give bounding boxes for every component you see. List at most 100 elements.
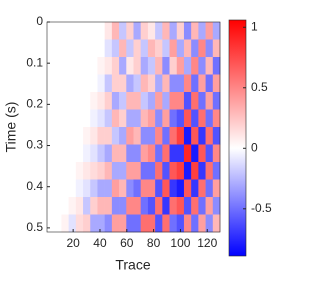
heatmap-cell [183, 144, 192, 163]
heatmap-cell [47, 197, 55, 215]
heatmap-cell [104, 109, 113, 128]
heatmap-cell [47, 127, 55, 145]
heatmap-cell [126, 162, 134, 180]
heatmap-cell [54, 197, 62, 215]
heatmap-cell [183, 109, 192, 128]
heatmap-cell [75, 144, 84, 163]
heatmap-cell [183, 162, 192, 180]
heatmap-cell [104, 57, 113, 75]
heatmap-cell [176, 57, 185, 75]
heatmap-cell [119, 214, 127, 233]
heatmap-cell [47, 109, 55, 128]
heatmap-cell [155, 127, 163, 145]
heatmap-cell [191, 109, 199, 128]
heatmap-cell [155, 214, 163, 233]
heatmap-cell [133, 39, 142, 58]
colorbar-tick-label: -0.5 [251, 201, 272, 215]
heatmap-cell [104, 144, 113, 163]
heatmap-cell [111, 179, 120, 198]
heatmap-cell [68, 22, 77, 40]
heatmap-cell [54, 74, 62, 93]
heatmap-cell [140, 179, 149, 198]
heatmap-cell [104, 74, 113, 93]
heatmap-cell [162, 197, 170, 215]
heatmap-cell [61, 74, 69, 93]
heatmap-cell [90, 109, 98, 128]
heatmap-cell [162, 22, 170, 40]
heatmap-cell [147, 162, 156, 180]
heatmap-cell [133, 162, 142, 180]
heatmap-cell [68, 127, 77, 145]
heatmap-cell [68, 92, 77, 110]
heatmap-cell [155, 197, 163, 215]
heatmap-cell [83, 179, 91, 198]
heatmap-cell [90, 144, 98, 163]
heatmap-cell [183, 57, 192, 75]
heatmap-cell [90, 57, 98, 75]
heatmap-cell [133, 127, 142, 145]
heatmap-cell [119, 22, 127, 40]
heatmap-cell [111, 92, 120, 110]
y-tick-label: 0.4 [26, 179, 43, 193]
heatmap-cell [68, 144, 77, 163]
heatmap-cell [126, 197, 134, 215]
heatmap-cell [104, 127, 113, 145]
plot-area [47, 22, 221, 233]
heatmap-cell [183, 179, 192, 198]
colorbar-tick-label: 1 [251, 19, 258, 33]
heatmap-cell [68, 179, 77, 198]
heatmap-cell [147, 197, 156, 215]
heatmap-cell [111, 22, 120, 40]
heatmap-cell [169, 39, 178, 58]
heatmap-cell [212, 74, 221, 93]
heatmap-cell [61, 127, 69, 145]
heatmap-cell [97, 57, 105, 75]
heatmap-cell [183, 74, 192, 93]
heatmap-cell [147, 109, 156, 128]
heatmap-cell [212, 109, 221, 128]
heatmap-cell [104, 39, 113, 58]
heatmap-cell [155, 144, 163, 163]
heatmap-cell [97, 162, 105, 180]
heatmap-cell [75, 74, 84, 93]
heatmap-cell [140, 197, 149, 215]
heatmap-cell [162, 214, 170, 233]
heatmap-cell [47, 39, 55, 58]
heatmap-cell [140, 109, 149, 128]
heatmap-cell [212, 162, 221, 180]
heatmap-cell [176, 39, 185, 58]
heatmap-cell [133, 57, 142, 75]
heatmap-cell [61, 109, 69, 128]
heatmap-cell [147, 57, 156, 75]
heatmap-cell [162, 127, 170, 145]
heatmap-cell [169, 57, 178, 75]
heatmap-cell [75, 162, 84, 180]
heatmap-cell [68, 74, 77, 93]
heatmap-cell [90, 197, 98, 215]
heatmap-cell [155, 57, 163, 75]
heatmap-cell [126, 179, 134, 198]
heatmap-cell [104, 214, 113, 233]
heatmap-cell [126, 22, 134, 40]
heatmap-cell [191, 127, 199, 145]
heatmap-cell [147, 74, 156, 93]
heatmap-cell [111, 39, 120, 58]
heatmap-cell [147, 144, 156, 163]
heatmap-cell [176, 22, 185, 40]
heatmap-cell [61, 214, 69, 233]
heatmap-cell [83, 22, 91, 40]
heatmap-cell [90, 179, 98, 198]
heatmap-cell [162, 162, 170, 180]
heatmap-cell [191, 179, 199, 198]
heatmap-cell [119, 127, 127, 145]
heatmap-cell [75, 39, 84, 58]
heatmap-cell [176, 162, 185, 180]
heatmap-cell [75, 127, 84, 145]
heatmap-cell [147, 92, 156, 110]
heatmap-cell [198, 74, 206, 93]
heatmap-cell [90, 74, 98, 93]
heatmap-cell [212, 197, 221, 215]
y-tick-label: 0.2 [26, 97, 43, 111]
heatmap-cell [61, 92, 69, 110]
heatmap-cell [147, 214, 156, 233]
